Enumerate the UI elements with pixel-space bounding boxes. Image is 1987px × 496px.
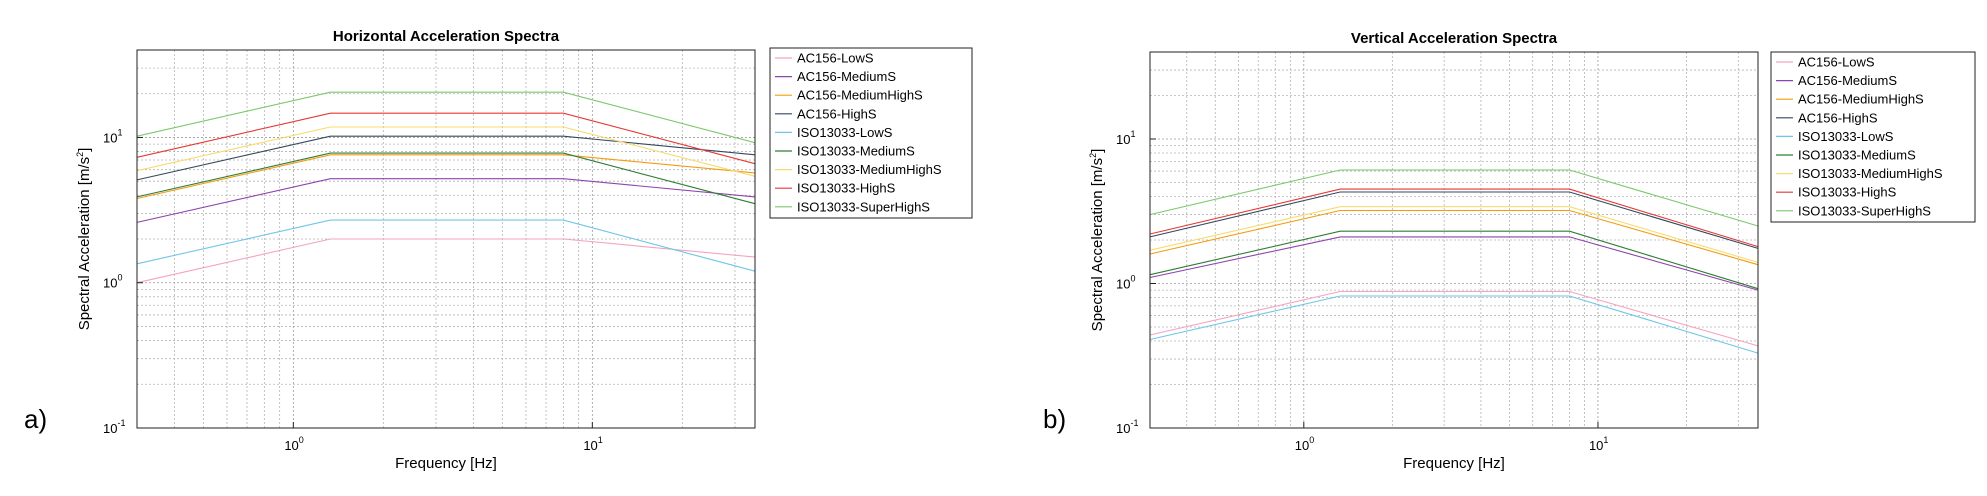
- series-line-ac156-mediums: [136, 178, 756, 223]
- x-tick-label: 100: [1295, 435, 1314, 453]
- x-axis-label: Frequency [Hz]: [1403, 455, 1505, 472]
- series-line-iso13033-superhighs: [1149, 169, 1759, 227]
- series-line-iso13033-mediumhighs: [136, 126, 756, 177]
- y-tick-label: 100: [103, 273, 122, 291]
- legend-label: AC156-HighS: [797, 106, 877, 121]
- y-tick-label: 100: [1116, 273, 1135, 291]
- legend-label: ISO13033-MediumHighS: [1798, 166, 1943, 181]
- legend-item: ISO13033-SuperHighS: [1776, 203, 1931, 218]
- legend: AC156-LowS AC156-MediumS AC156-MediumHighS…: [1770, 51, 1976, 223]
- legend-label: AC156-LowS: [1798, 55, 1875, 70]
- series-line-ac156-mediumhighs: [136, 154, 756, 200]
- x-axis-label: Frequency [Hz]: [395, 455, 497, 472]
- legend-item: ISO13033-SuperHighS: [775, 199, 930, 214]
- legend: AC156-LowS AC156-MediumS AC156-MediumHighS…: [769, 47, 973, 219]
- legend-label: ISO13033-SuperHighS: [1798, 203, 1931, 218]
- series-line-ac156-highs: [1149, 191, 1759, 249]
- legend-item: ISO13033-LowS: [1776, 129, 1894, 144]
- legend-label: ISO13033-SuperHighS: [797, 199, 930, 214]
- series-line-iso13033-mediums: [136, 152, 756, 205]
- series-lines: [136, 91, 756, 284]
- legend-label: ISO13033-MediumHighS: [797, 162, 942, 177]
- series-line-iso13033-superhighs: [136, 91, 756, 144]
- legend-item: AC156-MediumHighS: [1776, 92, 1924, 107]
- legend-label: ISO13033-HighS: [797, 181, 896, 196]
- series-line-iso13033-mediumhighs: [1149, 206, 1759, 263]
- series-line-ac156-lows: [1149, 290, 1759, 347]
- legend-label: ISO13033-MediumS: [1798, 148, 1916, 163]
- y-axis-label: Spectral Acceleration [m/s2]: [75, 148, 93, 331]
- legend-item: AC156-LowS: [775, 51, 874, 66]
- legend-label: AC156-MediumHighS: [797, 88, 923, 103]
- legend-item: AC156-HighS: [1776, 110, 1878, 125]
- series-line-iso13033-mediums: [1149, 230, 1759, 290]
- series-lines: [1149, 169, 1759, 354]
- legend-label: AC156-MediumS: [1798, 73, 1897, 88]
- legend-label: ISO13033-LowS: [1798, 129, 1894, 144]
- legend-item: AC156-MediumS: [1776, 73, 1897, 88]
- legend-item: AC156-LowS: [1776, 55, 1875, 70]
- y-tick-label: 101: [103, 127, 122, 145]
- legend-item: AC156-MediumS: [775, 69, 896, 84]
- series-line-iso13033-lows: [1149, 295, 1759, 354]
- y-tick-label: 10-1: [103, 418, 125, 436]
- chart-panel-vertical: 100 101 10-1 100 101 Vertical Acceleration Sp…: [1043, 30, 1976, 472]
- legend-label: AC156-MediumS: [797, 69, 896, 84]
- legend-label: ISO13033-LowS: [797, 125, 893, 140]
- legend-item: AC156-HighS: [775, 106, 877, 121]
- legend-box: [769, 47, 973, 219]
- legend-item: ISO13033-HighS: [1776, 185, 1897, 200]
- x-tick-label: 101: [1589, 435, 1608, 453]
- axes-frame: [136, 49, 756, 429]
- x-tick-label: 100: [284, 435, 303, 453]
- axes-frame: [1149, 51, 1759, 429]
- legend-item: ISO13033-MediumHighS: [775, 162, 942, 177]
- legend-label: AC156-MediumHighS: [1798, 92, 1924, 107]
- legend-box: [1770, 51, 1976, 223]
- x-tick-label: 101: [583, 435, 602, 453]
- legend-item: ISO13033-MediumS: [1776, 148, 1916, 163]
- y-tick-label: 10-1: [1116, 418, 1138, 436]
- legend-label: ISO13033-HighS: [1798, 185, 1897, 200]
- series-line-iso13033-highs: [136, 112, 756, 165]
- series-line-iso13033-highs: [1149, 188, 1759, 248]
- panel-letter: a): [24, 404, 47, 434]
- legend-item: ISO13033-HighS: [775, 181, 896, 196]
- series-line-ac156-mediumhighs: [1149, 209, 1759, 266]
- y-tick-label: 101: [1116, 129, 1135, 147]
- legend-label: AC156-LowS: [797, 51, 874, 66]
- legend-item: AC156-MediumHighS: [775, 88, 923, 103]
- panel-letter: b): [1043, 404, 1066, 434]
- series-line-iso13033-lows: [136, 219, 756, 272]
- legend-item: ISO13033-MediumS: [775, 144, 915, 159]
- legend-item: ISO13033-LowS: [775, 125, 893, 140]
- series-line-ac156-mediums: [1149, 236, 1759, 291]
- chart-title: Vertical Acceleration Spectra: [1351, 30, 1558, 47]
- y-axis-label: Spectral Acceleration [m/s2]: [1088, 149, 1106, 332]
- series-line-ac156-highs: [136, 135, 756, 181]
- legend-label: ISO13033-MediumS: [797, 144, 915, 159]
- series-line-ac156-lows: [136, 238, 756, 284]
- chart-title: Horizontal Acceleration Spectra: [333, 28, 560, 45]
- legend-label: AC156-HighS: [1798, 110, 1878, 125]
- chart-panel-horizontal: 100 101 10-1 100 101 Horizontal Acceleration …: [24, 28, 973, 472]
- legend-item: ISO13033-MediumHighS: [1776, 166, 1943, 181]
